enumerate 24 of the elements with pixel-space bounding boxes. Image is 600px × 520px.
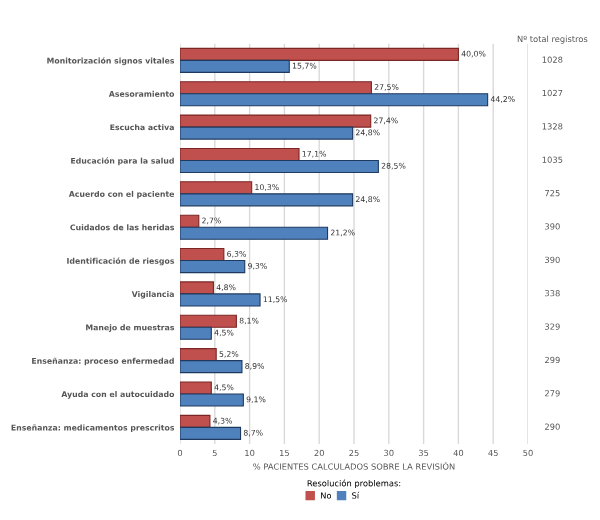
bar xyxy=(180,426,242,440)
bar xyxy=(180,414,211,428)
bar xyxy=(180,126,354,140)
bar xyxy=(180,348,217,362)
bar xyxy=(180,281,214,295)
bar xyxy=(180,147,300,162)
bar xyxy=(180,260,246,274)
bar xyxy=(180,293,261,307)
bar xyxy=(180,159,379,174)
bar xyxy=(180,93,489,107)
bar xyxy=(180,226,329,240)
bar xyxy=(180,393,244,407)
bar xyxy=(180,193,354,207)
bar xyxy=(180,214,200,228)
bar xyxy=(180,114,372,128)
bar xyxy=(180,47,459,61)
bar xyxy=(180,326,212,340)
bar xyxy=(180,81,372,95)
bar xyxy=(180,247,225,262)
bar xyxy=(180,381,212,395)
bar xyxy=(180,181,253,195)
bar xyxy=(180,59,290,73)
bar xyxy=(180,314,237,328)
bar xyxy=(180,360,243,374)
